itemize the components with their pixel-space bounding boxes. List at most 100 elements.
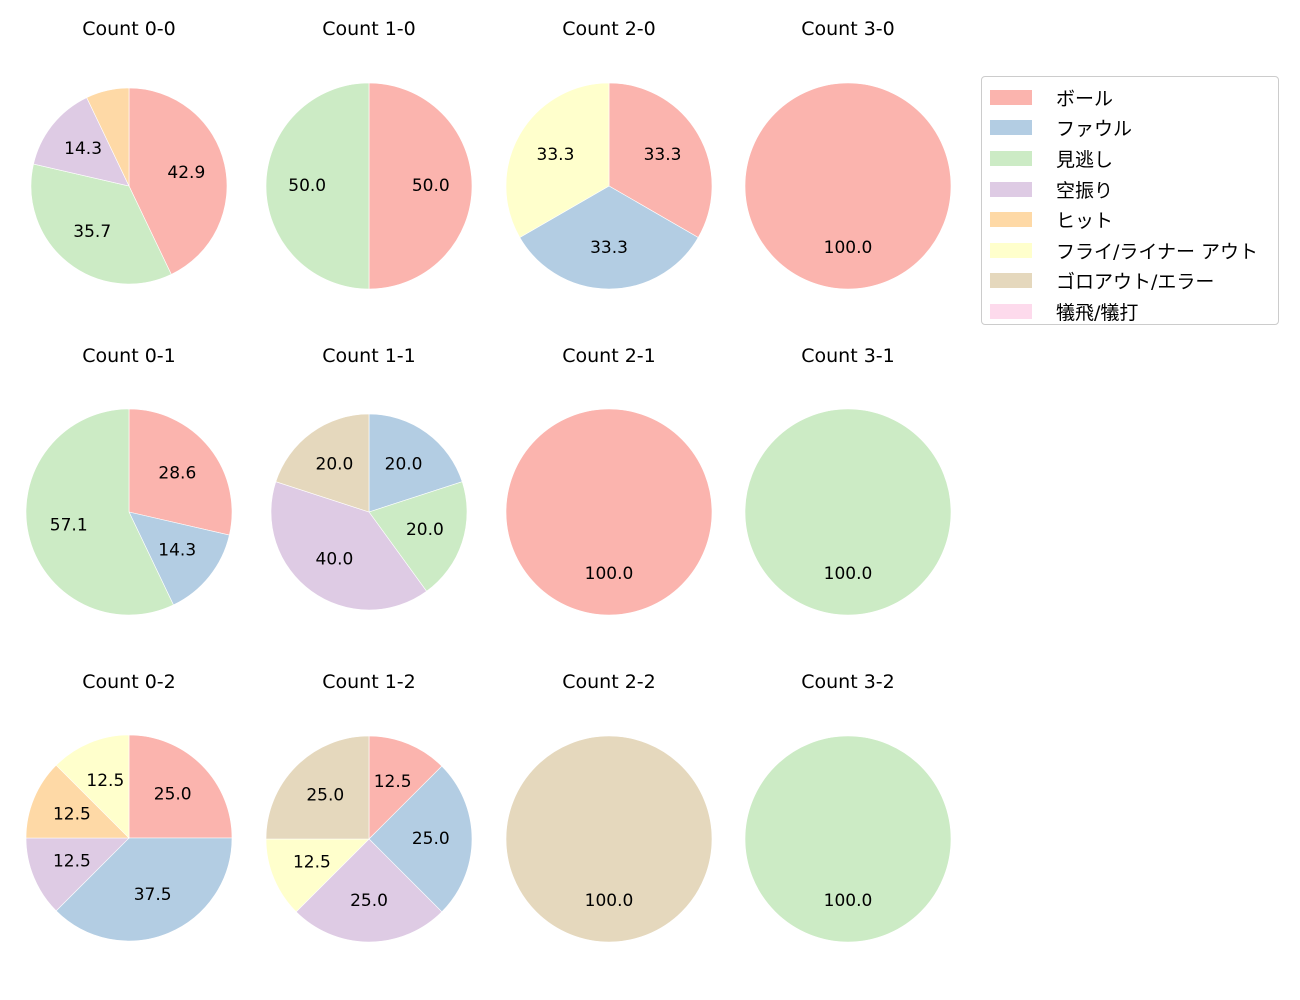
pie-value-label: 20.0 [385,454,423,474]
legend-swatch-ball [990,89,1032,105]
pie-count-3-1: 100.0 Count 3-1 [744,345,952,616]
pie-wedge [505,82,610,238]
pie-value-label: 14.3 [158,541,196,561]
pie-value-label: 25.0 [154,784,192,804]
pie-wedge [25,764,130,839]
pie-wedge [128,511,230,606]
pie-title: Count 0-0 [82,18,176,40]
pie-count-3-2: 100.0 Count 3-2 [744,671,952,943]
pie-title: Count 1-1 [322,345,416,367]
pie-wedge [368,82,473,290]
pie-value-label: 12.5 [53,804,91,824]
legend-swatch-fly-liner-out [990,242,1032,258]
pie-value-label: 100.0 [585,564,634,584]
pie-value-label: 100.0 [824,564,873,584]
pie-count-1-0: 50.0 50.0 Count 1-0 [265,18,473,290]
legend-item-called-strike: 見逃し [982,143,1278,174]
pie-title: Count 0-1 [82,345,176,367]
legend-swatch-foul [990,120,1032,136]
legend: ボール ファウル 見逃し 空振り ヒット フライ/ライナー アウト ゴロアウト/… [981,76,1279,325]
legend-swatch-called-strike [990,150,1032,166]
pie-count-3-0: 100.0 Count 3-0 [744,18,952,290]
pie-wedge [86,87,130,187]
pie-value-label: 20.0 [406,520,444,540]
pie-value-label: 25.0 [412,829,450,849]
pie-wedge [368,481,468,592]
pie-count-2-0: 33.3 33.3 33.3 Count 2-0 [505,18,713,290]
pie-wedge [55,837,233,942]
pie-wedge [270,481,428,611]
pie-wedge [265,735,370,840]
legend-swatch-sacrifice [990,303,1032,319]
pie-title: Count 3-0 [801,18,895,40]
pie-value-label: 12.5 [86,771,124,791]
pie-count-1-1: 20.0 20.0 40.0 20.0 Count 1-1 [270,345,468,611]
pie-wedge [265,82,370,290]
legend-label: ボール [1056,87,1114,110]
pie-value-label: 100.0 [824,238,873,258]
pie-wedge [275,413,370,513]
legend-label: ファウル [1056,118,1133,141]
legend-item-swinging-strike: 空振り [982,174,1278,205]
legend-item-ball: ボール [982,82,1278,113]
pie-wedge [25,408,174,616]
legend-item-hit: ヒット [982,204,1278,235]
pie-count-1-2: 12.5 25.0 25.0 12.5 25.0 Count 1-2 [265,671,473,943]
pie-value-label: 25.0 [350,891,388,911]
pie-value-label: 50.0 [288,176,326,196]
legend-label: 犠飛/犠打 [1056,301,1139,324]
legend-label: ヒット [1056,210,1114,233]
legend-item-ground-out-error: ゴロアウト/エラー [982,266,1278,297]
pie-wedge [265,838,370,913]
pie-value-label: 33.3 [537,145,575,165]
pie-title: Count 1-0 [322,18,416,40]
pie-value-label: 42.9 [167,163,205,183]
pie-value-label: 57.1 [50,516,88,536]
pie-count-2-1: 100.0 Count 2-1 [505,345,713,616]
legend-swatch-hit [990,212,1032,228]
pie-count-0-0: 42.9 35.7 14.3 Count 0-0 [30,18,228,285]
pie-title: Count 2-0 [562,18,656,40]
legend-swatch-ground-out-error [990,273,1032,289]
pie-wedge [33,97,130,187]
pie-value-label: 14.3 [64,139,102,159]
pie-value-label: 12.5 [293,853,331,873]
pie-value-label: 12.5 [53,852,91,872]
legend-label: ゴロアウト/エラー [1056,271,1215,294]
legend-item-fly-liner-out: フライ/ライナー アウト [982,235,1278,266]
legend-label: 空振り [1056,179,1114,202]
pie-wedge [608,82,713,238]
pie-value-label: 40.0 [316,550,354,570]
pie-wedge [505,735,713,943]
pie-wedge [505,408,713,616]
pie-value-label: 28.6 [158,464,196,484]
pie-wedge [744,82,952,290]
pie-wedge [295,838,443,943]
pie-value-label: 12.5 [374,772,412,792]
pie-value-label: 33.3 [590,238,628,258]
pie-wedge [368,735,443,840]
pie-value-label: 100.0 [824,891,873,911]
pie-value-label: 37.5 [134,885,172,905]
pie-count-0-2: 25.0 37.5 12.5 12.5 12.5 Count 0-2 [25,671,233,942]
pie-wedge [744,735,952,943]
legend-label: 見逃し [1056,148,1114,171]
pie-value-label: 20.0 [316,454,354,474]
pie-count-2-2: 100.0 Count 2-2 [505,671,713,943]
pie-wedge [25,837,130,912]
pie-wedge [55,734,130,839]
legend-item-foul: ファウル [982,113,1278,144]
pie-wedge [744,408,952,616]
pie-title: Count 3-2 [801,671,895,693]
pie-wedge [368,413,463,513]
pie-value-label: 50.0 [412,176,450,196]
legend-swatch-swinging-strike [990,181,1032,197]
pie-wedge [128,408,233,536]
pie-value-label: 35.7 [73,222,111,242]
pie-title: Count 2-2 [562,671,656,693]
pie-wedge [128,734,233,839]
pie-wedge [128,87,228,275]
pie-value-label: 33.3 [644,145,682,165]
pie-title: Count 0-2 [82,671,176,693]
